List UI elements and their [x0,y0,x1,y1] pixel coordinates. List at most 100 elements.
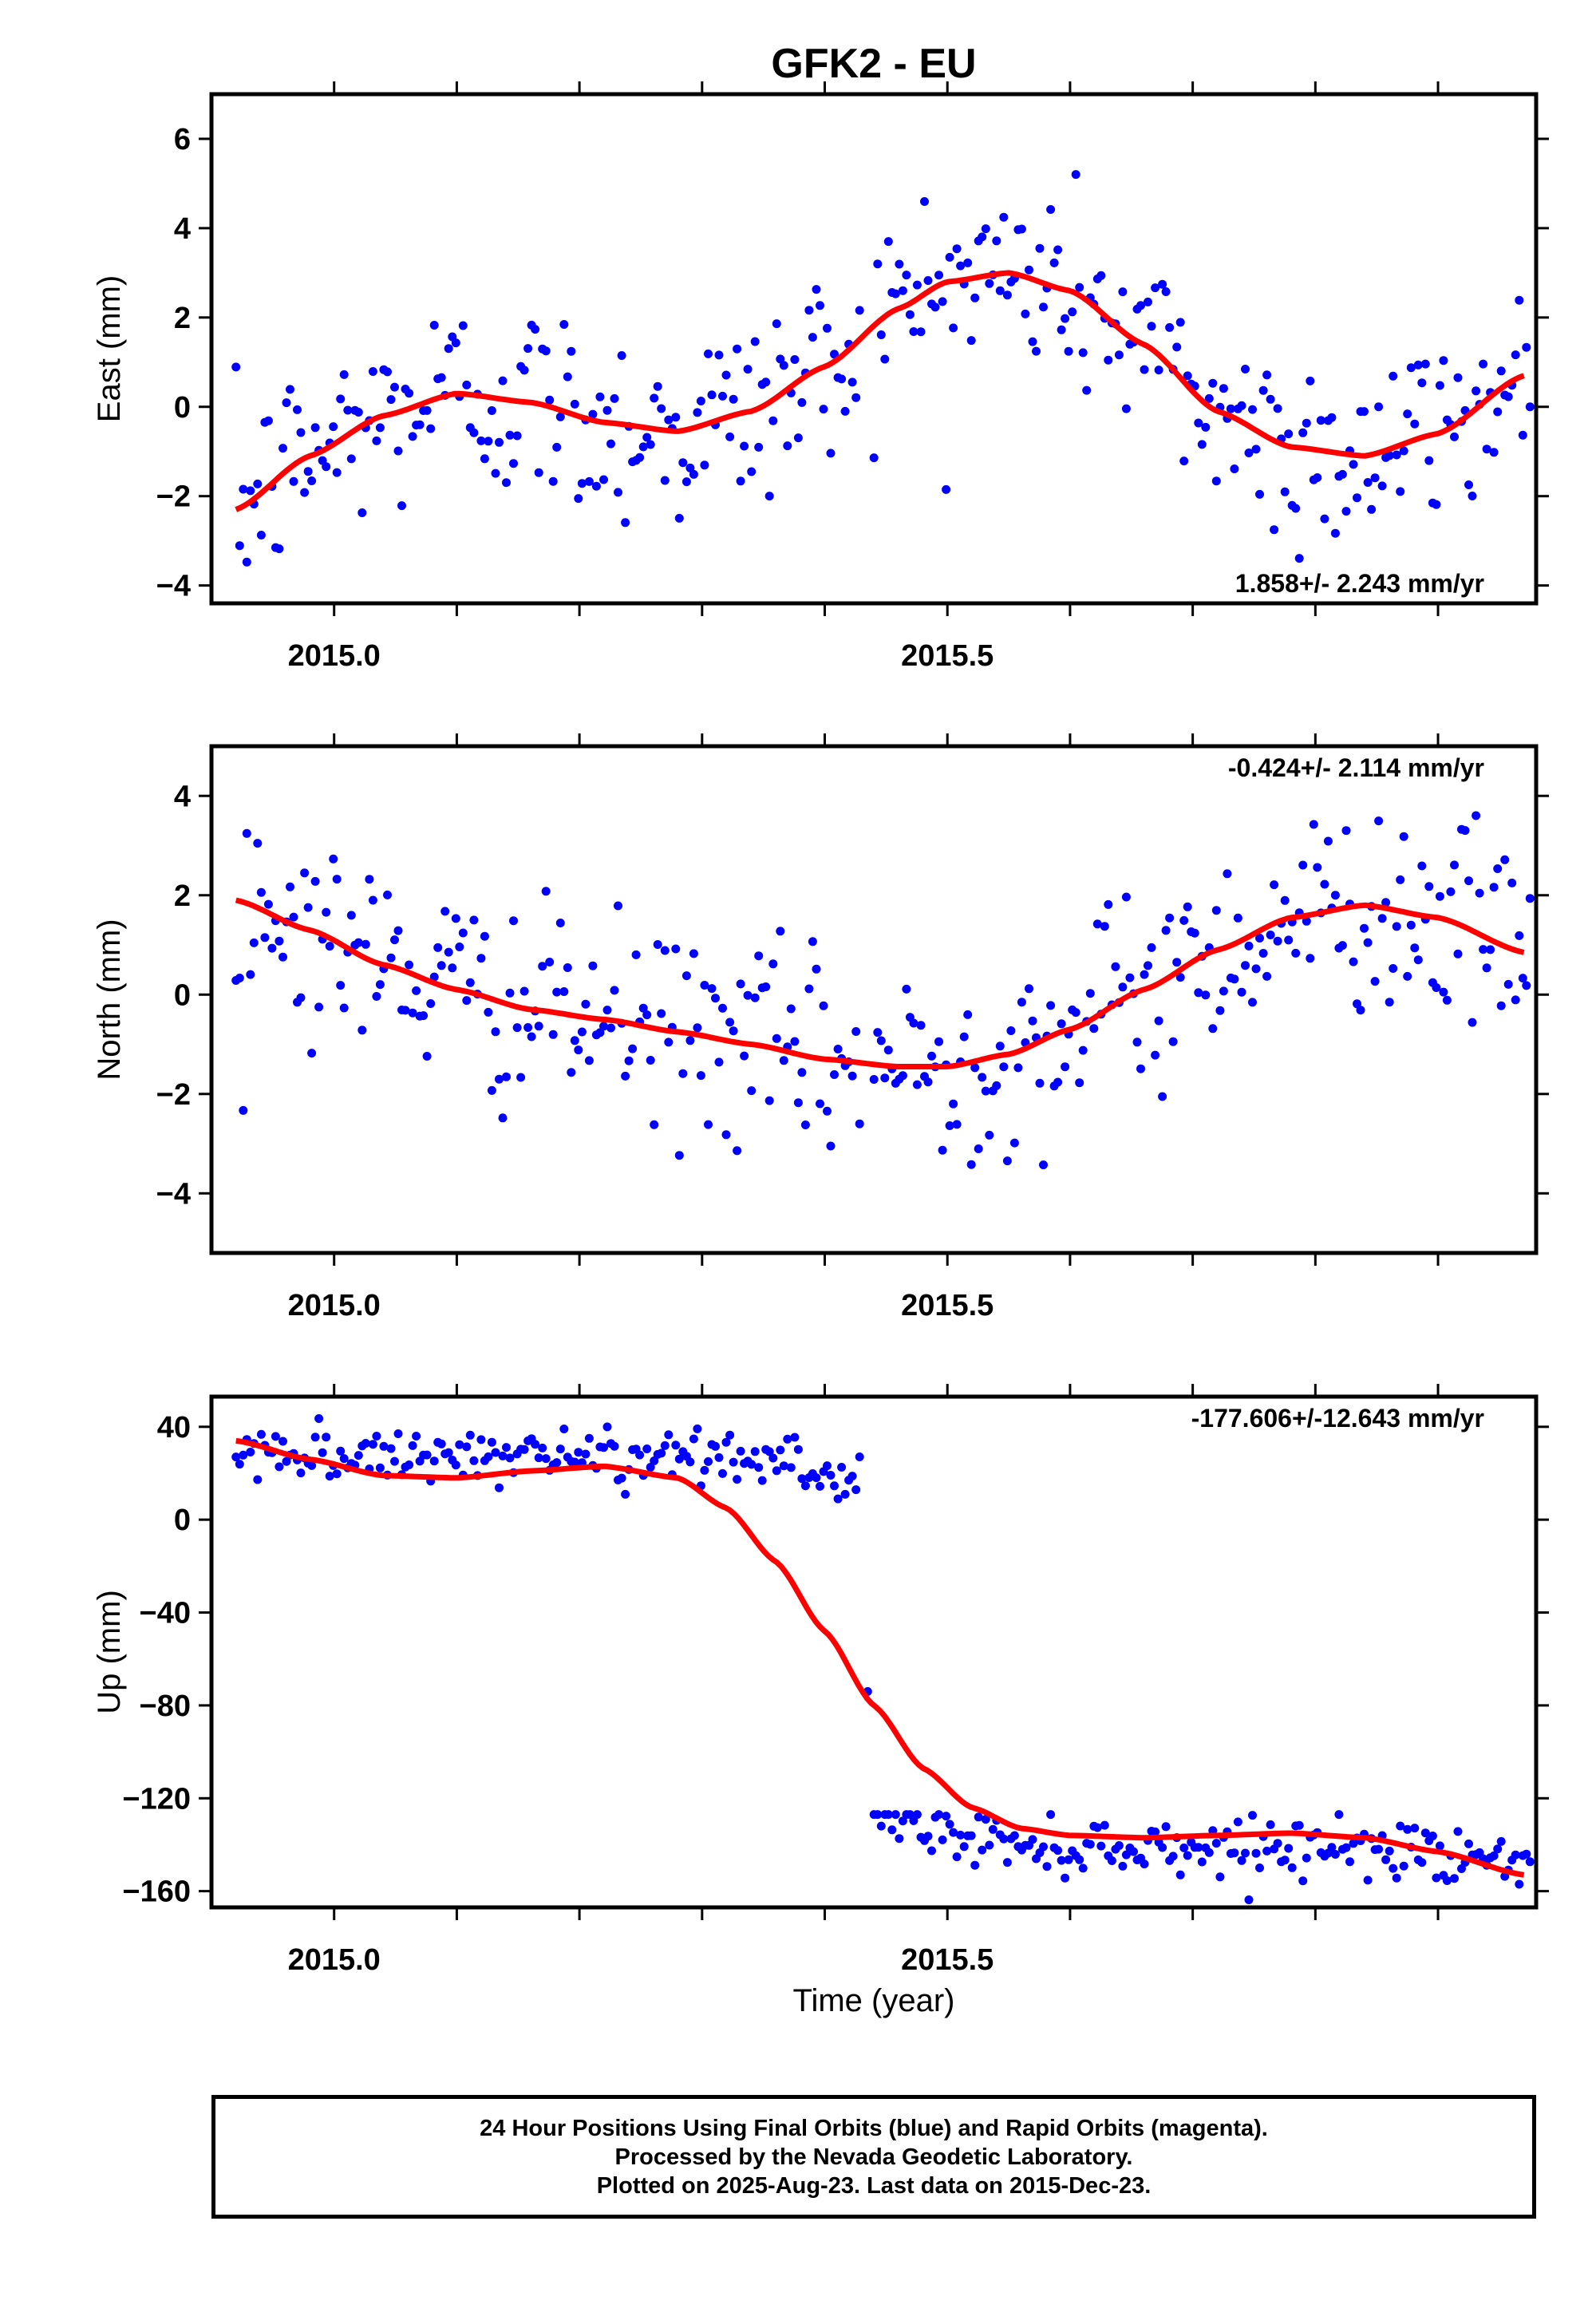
data-point [1525,402,1535,412]
data-point [1522,342,1531,352]
data-point [772,1466,781,1476]
data-point [1417,1858,1427,1867]
data-point [246,486,255,496]
data-point [1525,894,1535,903]
data-point [883,237,893,247]
data-point [502,1443,511,1452]
data-point [718,1468,727,1478]
data-point [1518,974,1527,983]
data-point [422,1052,432,1061]
data-point [502,1072,511,1081]
data-point [610,1441,619,1451]
y-tick-label: −40 [140,1597,191,1630]
data-point [419,1011,429,1021]
data-point [487,406,496,415]
data-point [1172,342,1182,352]
data-point [502,478,511,488]
data-point [487,1085,496,1095]
data-point [1136,301,1145,310]
data-point [614,488,622,497]
data-point [444,1448,453,1457]
data-point [1078,1045,1088,1055]
data-point [978,1845,987,1855]
data-point [970,293,980,302]
data-point [1515,295,1524,305]
y-tick-label: 6 [174,123,191,156]
data-point [823,1461,832,1471]
data-point [1154,1016,1163,1026]
data-point [1049,258,1059,267]
rate-label: -0.424+/- 2.114 mm/yr [1228,753,1484,782]
data-point [610,393,619,403]
data-point [826,1141,836,1151]
data-point [354,408,363,417]
data-point [1168,1037,1178,1046]
data-point [912,280,922,290]
data-point [458,321,468,330]
fit-curve [235,897,1525,1069]
data-point [945,252,954,262]
data-point [793,433,803,443]
data-point [462,996,472,1006]
data-point [412,986,421,995]
data-point [840,406,850,416]
data-point [747,1086,757,1096]
data-point [1219,986,1228,996]
data-point [880,1073,890,1083]
data-point [642,433,652,442]
data-point [577,479,587,488]
data-point [361,1439,370,1448]
data-point [599,1443,608,1452]
data-point [336,1446,346,1456]
data-point [981,224,990,234]
data-point [1374,402,1384,412]
data-point [779,361,788,370]
data-point [1302,916,1311,926]
data-point [830,1481,839,1491]
data-point [552,987,562,997]
data-point [1424,882,1434,891]
data-point [681,971,691,981]
data-point [1071,170,1080,180]
data-point [1179,1843,1189,1852]
data-point [1356,1006,1365,1015]
data-point [920,197,929,206]
data-point [797,1474,807,1484]
data-point [837,1463,847,1472]
data-point [855,1452,864,1461]
y-tick-label: 2 [174,302,191,335]
data-point [772,319,781,329]
data-point [455,943,464,951]
data-point [322,1433,331,1442]
data-point [992,236,1001,246]
data-point [1482,963,1491,973]
data-point [574,494,583,504]
data-point [581,1449,591,1459]
data-point [895,1834,904,1844]
data-point [1399,446,1408,456]
data-point [1061,314,1070,323]
plot-frame [209,744,1539,1255]
data-point [242,828,251,838]
x-tick-label: 2015.0 [288,1289,381,1322]
data-point [1460,826,1470,836]
data-point [375,980,385,990]
data-point [1114,350,1124,360]
data-point [1190,928,1199,938]
data-point [588,409,598,419]
data-point [1100,922,1109,931]
data-point [1165,322,1175,332]
data-point [729,1026,738,1036]
data-point [1002,290,1012,300]
data-point [733,344,742,354]
data-point [776,927,785,936]
data-point [484,1452,493,1461]
data-point [1237,987,1246,997]
data-point [584,1433,594,1443]
data-point [624,1056,634,1065]
data-point [876,330,886,339]
data-point [1096,1841,1106,1851]
data-point [1068,307,1077,317]
data-point [1154,366,1163,375]
